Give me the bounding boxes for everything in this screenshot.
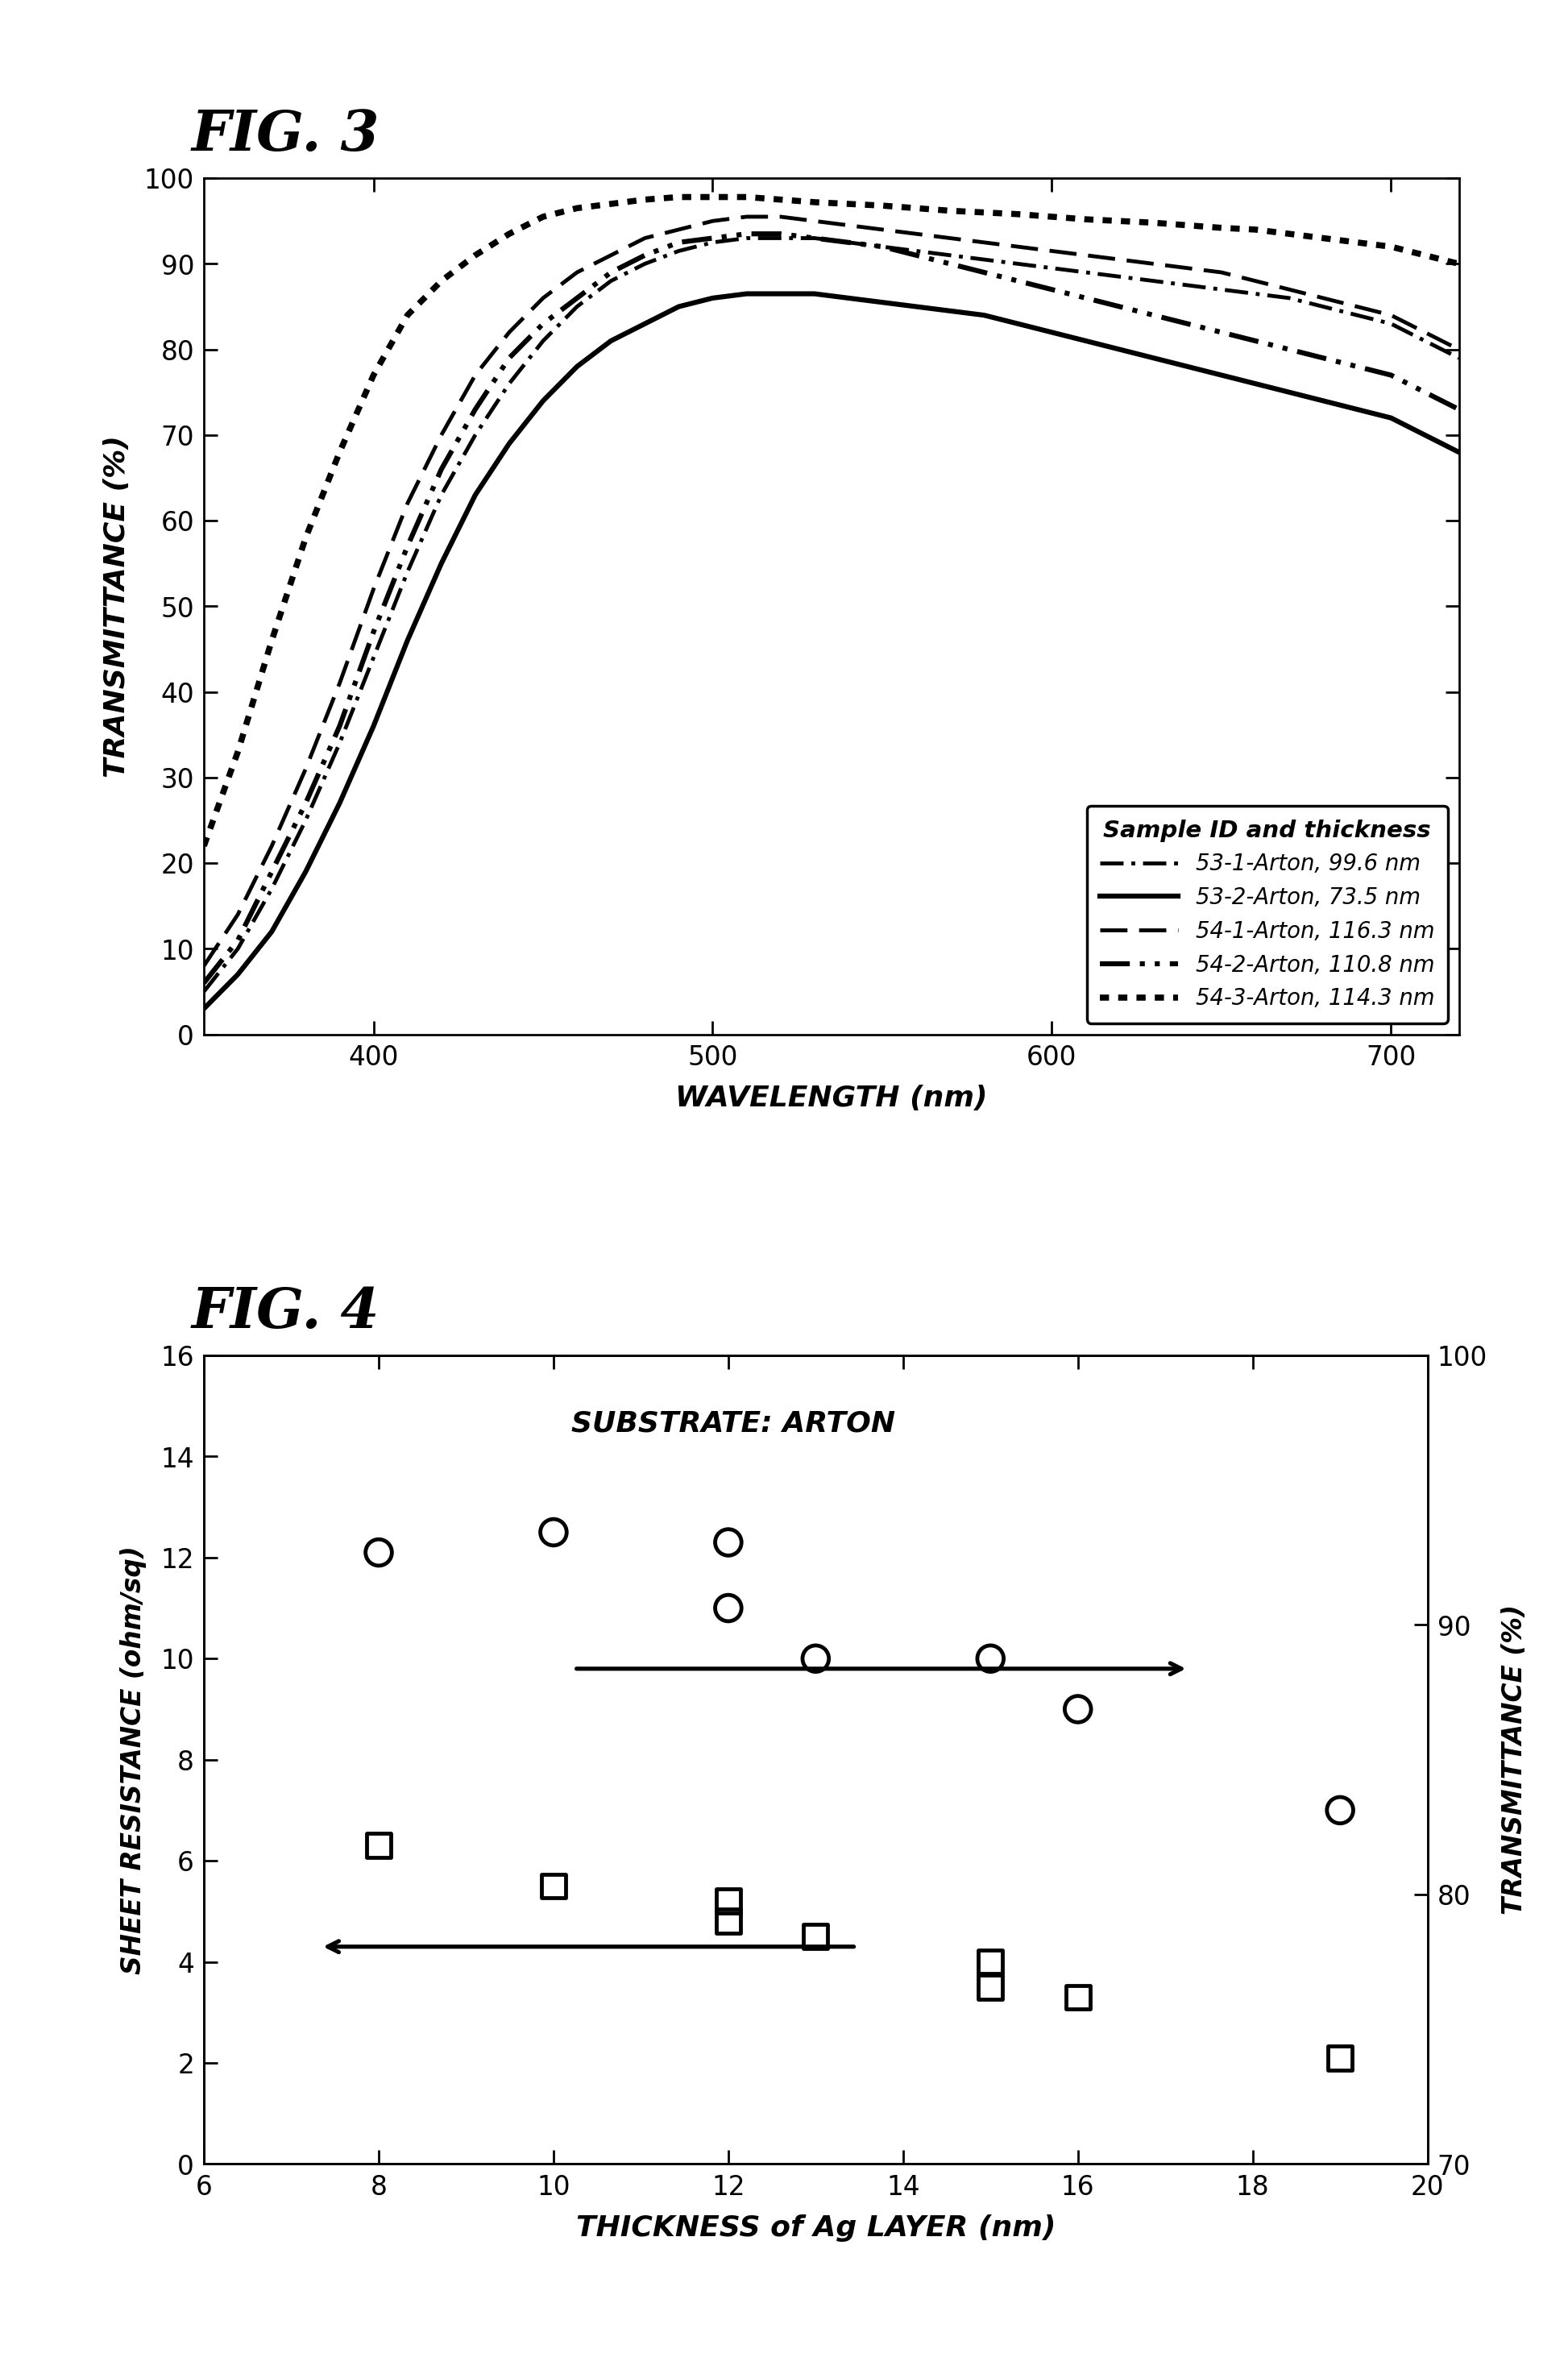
Point [541,1867,566,1905]
Text: SUBSTRATE: ARTON: SUBSTRATE: ARTON [571,1410,895,1436]
Point [1327,2038,1352,2076]
Point [803,1917,828,1955]
Point [715,1902,740,1940]
Y-axis label: TRANSMITTANCE (%): TRANSMITTANCE (%) [103,435,130,778]
Point [541,1512,566,1550]
Point [977,1641,1002,1679]
Point [715,1883,740,1921]
Legend: 53-1-Arton, 99.6 nm, 53-2-Arton, 73.5 nm, 54-1-Arton, 116.3 nm, 54-2-Arton, 110.: 53-1-Arton, 99.6 nm, 53-2-Arton, 73.5 nm… [1087,806,1447,1023]
Point [1327,1791,1352,1829]
Point [365,1534,390,1572]
X-axis label: THICKNESS of Ag LAYER (nm): THICKNESS of Ag LAYER (nm) [575,2214,1055,2242]
Point [803,1641,828,1679]
Point [715,1524,740,1562]
Point [715,1589,740,1627]
Y-axis label: TRANSMITTANCE (%): TRANSMITTANCE (%) [1501,1605,1527,1914]
Point [977,1943,1002,1981]
Y-axis label: SHEET RESISTANCE (ohm/sq): SHEET RESISTANCE (ohm/sq) [121,1546,147,1974]
X-axis label: WAVELENGTH (nm): WAVELENGTH (nm) [674,1084,988,1113]
Point [977,1969,1002,2007]
Point [365,1826,390,1864]
Text: FIG. 3: FIG. 3 [191,107,379,162]
Point [1065,1978,1090,2017]
Point [1065,1691,1090,1729]
Text: FIG. 4: FIG. 4 [191,1284,379,1339]
